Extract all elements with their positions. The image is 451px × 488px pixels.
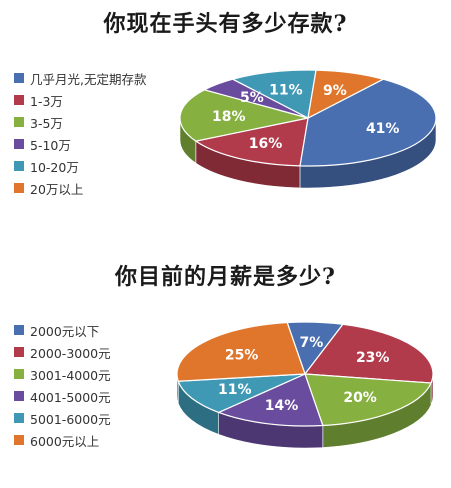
- pie-slice: [194, 117, 309, 167]
- legend-item: 5-10万: [14, 133, 146, 155]
- legend-label: 20万以上: [30, 181, 84, 197]
- legend-item: 3-5万: [14, 111, 146, 133]
- pie-slice-label: 7%: [300, 335, 324, 351]
- legend-swatch: [14, 369, 24, 379]
- legend-swatch: [14, 391, 24, 401]
- legend-label: 2000元以下: [30, 323, 100, 339]
- legend-salary: 2000元以下 2000-3000元 3001-4000元 4001-5000元 500…: [14, 319, 111, 451]
- pie-slice-label: 18%: [212, 109, 246, 125]
- legend-swatch: [14, 73, 24, 83]
- legend-label: 2000-3000元: [30, 345, 111, 361]
- legend-label: 1-3万: [30, 93, 63, 109]
- pie-slice-label: 41%: [366, 121, 400, 137]
- legend-item: 2000元以下: [14, 319, 111, 341]
- pie-slice: [307, 69, 385, 120]
- pie-side-walls: [179, 117, 437, 189]
- pie-slice: [303, 323, 434, 384]
- legend-item: 1-3万: [14, 89, 146, 111]
- legend-swatch: [14, 117, 24, 127]
- pie-slice-label: 16%: [249, 136, 283, 152]
- pie-chart-savings: 41% 16%18% 5% 11% 9%: [179, 69, 437, 189]
- legend-swatch: [14, 435, 24, 445]
- legend-label: 3-5万: [30, 115, 63, 131]
- pie-slice: [231, 69, 317, 119]
- legend-item: 3001-4000元: [14, 363, 111, 385]
- legend-item: 几乎月光,无定期存款: [14, 67, 146, 89]
- legend-swatch: [14, 161, 24, 171]
- pie-slice-label: 25%: [225, 348, 259, 364]
- legend-label: 几乎月光,无定期存款: [30, 71, 147, 87]
- pie-slice-label: 9%: [323, 83, 347, 99]
- legend-item: 4001-5000元: [14, 385, 111, 407]
- legend-label: 6000元以上: [30, 433, 100, 449]
- legend-swatch: [14, 347, 24, 357]
- legend-savings: 几乎月光,无定期存款 1-3万 3-5万 5-10万 10-20万 20万以上: [14, 67, 146, 199]
- legend-label: 5-10万: [30, 137, 71, 153]
- pie-slice-label: 5%: [240, 90, 264, 106]
- legend-label: 10-20万: [30, 159, 79, 175]
- pie-slice-label: 14%: [265, 398, 299, 414]
- legend-item: 6000元以上: [14, 429, 111, 451]
- pie-slice: [304, 373, 432, 427]
- legend-swatch: [14, 139, 24, 149]
- pie-slice: [217, 373, 324, 427]
- legend-swatch: [14, 183, 24, 193]
- legend-swatch: [14, 413, 24, 423]
- legend-label: 4001-5000元: [30, 389, 111, 405]
- pie-slice-label: 23%: [356, 350, 390, 366]
- chart-title-salary: 你目前的月薪是多少?: [115, 264, 336, 290]
- legend-swatch: [14, 95, 24, 105]
- legend-item: 5001-6000元: [14, 407, 111, 429]
- pie-slice-label: 20%: [343, 390, 377, 406]
- pie-slice: [179, 89, 309, 142]
- chart-title-savings: 你现在手头有多少存款?: [103, 11, 348, 37]
- legend-item: 20万以上: [14, 177, 146, 199]
- pie-slice: [177, 373, 306, 414]
- pie-slice-label: 11%: [269, 82, 303, 98]
- pie-side-walls: [176, 373, 434, 449]
- legend-swatch: [14, 325, 24, 335]
- pie-slice: [176, 321, 306, 382]
- legend-item: 10-20万: [14, 155, 146, 177]
- pie-slice: [299, 78, 437, 167]
- pie-chart-salary: 7% 23% 20% 14% 11% 25%: [176, 321, 434, 449]
- pie-slice-label: 11%: [218, 382, 252, 398]
- legend-label: 3001-4000元: [30, 367, 111, 383]
- legend-item: 2000-3000元: [14, 341, 111, 363]
- legend-label: 5001-6000元: [30, 411, 111, 427]
